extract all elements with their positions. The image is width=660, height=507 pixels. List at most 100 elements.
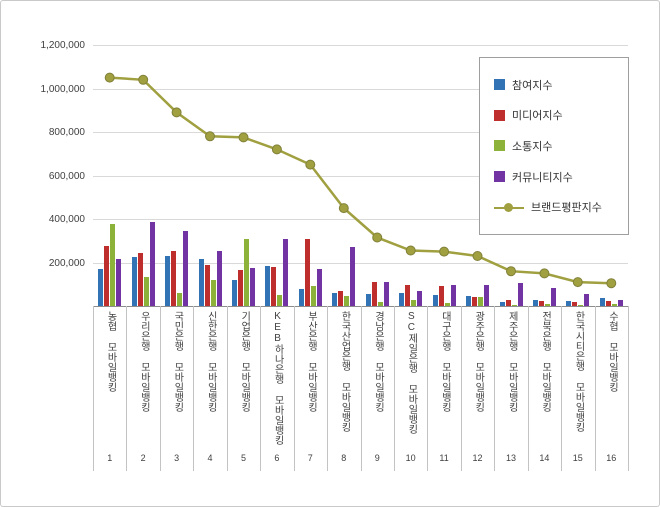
- x-axis-category-label: KEB하나은행 모바일뱅킹: [260, 311, 293, 446]
- legend-item-community: 커뮤니티지수: [494, 169, 624, 185]
- x-axis-category-label-text: 한국산업은행 모바일뱅킹: [339, 311, 351, 432]
- x-axis-category-label: 한국산업은행 모바일뱅킹: [327, 311, 360, 446]
- category-separator: [93, 306, 94, 471]
- bar-소통지수-12: [478, 297, 483, 306]
- x-axis-category-label-text: 제주은행 모바일뱅킹: [506, 311, 518, 412]
- bar-커뮤니티지수-10: [417, 290, 423, 306]
- x-axis-category-label: 우리은행 모바일뱅킹: [126, 311, 159, 446]
- bar-참여지수-15: [566, 300, 572, 306]
- bar-참여지수-14: [532, 299, 538, 306]
- bar-커뮤니티지수-15: [584, 294, 590, 306]
- bar-소통지수-3: [177, 292, 183, 306]
- x-axis-category-label-text: 국민은행 모바일뱅킹: [171, 311, 183, 412]
- bar-참여지수-11: [432, 295, 438, 306]
- bar-미디어지수-7: [304, 238, 310, 306]
- x-axis-category-number: 11: [439, 453, 449, 463]
- x-axis-category-label-text: 전북은행 모바일뱅킹: [539, 311, 551, 412]
- bar-참여지수-3: [165, 256, 171, 306]
- bar-참여지수-9: [365, 294, 371, 306]
- x-axis-category-label-text: 수협 모바일뱅킹: [606, 311, 618, 392]
- bar-소통지수-1: [110, 224, 116, 306]
- x-axis-category-label-text: 부산은행 모바일뱅킹: [305, 311, 317, 412]
- x-axis-category-number: 10: [405, 453, 416, 463]
- bar-참여지수-10: [399, 292, 405, 306]
- x-axis-category-number: 7: [307, 453, 313, 463]
- y-axis-tick-label: 400,000: [48, 214, 85, 225]
- y-axis-tick-label: 1,000,000: [40, 83, 86, 95]
- x-axis-category-label: 수협 모바일뱅킹: [595, 311, 628, 446]
- legend-label-communication: 소통지수: [512, 140, 553, 153]
- x-axis-category-label: 대구은행 모바일뱅킹: [427, 311, 460, 446]
- x-axis-category-number: 8: [341, 453, 347, 463]
- brand-index-marker-13: [506, 266, 516, 277]
- legend-label-community: 커뮤니티지수: [512, 171, 573, 184]
- x-axis-category-label: 농협 모바일뱅킹: [93, 311, 126, 446]
- brand-index-line-marker-icon: [494, 202, 524, 213]
- x-axis-category-number: 16: [606, 453, 617, 463]
- bar-미디어지수-14: [538, 300, 544, 306]
- x-axis-category-label-text: 한국시티은행 모바일뱅킹: [573, 311, 585, 432]
- y-axis-tick-label: 1,200,000: [40, 40, 86, 51]
- bar-커뮤니티지수-3: [183, 231, 189, 306]
- bar-참여지수-8: [332, 292, 338, 306]
- bar-미디어지수-10: [405, 285, 411, 306]
- bar-소통지수-10: [411, 299, 417, 306]
- bar-참여지수-16: [599, 298, 605, 306]
- bar-커뮤니티지수-11: [450, 285, 456, 306]
- x-axis-category-label-text: 신한은행 모바일뱅킹: [205, 311, 217, 412]
- x-axis-category-label-text: 대구은행 모바일뱅킹: [439, 311, 451, 412]
- bar-커뮤니티지수-14: [550, 287, 556, 306]
- category-separator: [594, 306, 596, 471]
- category-separator: [427, 306, 429, 471]
- category-separator: [460, 306, 462, 471]
- category-separator: [628, 306, 629, 471]
- category-separator: [527, 306, 529, 471]
- bar-커뮤니티지수-12: [484, 285, 489, 306]
- x-axis-category-number: 4: [207, 453, 213, 463]
- x-axis-category-label: 부산은행 모바일뱅킹: [294, 311, 327, 446]
- bar-소통지수-7: [310, 286, 316, 306]
- x-axis-category-label-text: 경남은행 모바일뱅킹: [372, 311, 384, 412]
- community-swatch-icon: [494, 171, 505, 183]
- bar-미디어지수-8: [338, 290, 344, 306]
- bar-소통지수-14: [544, 303, 550, 306]
- brand-index-marker-8: [338, 203, 349, 214]
- x-axis-category-label-text: 기업은행 모바일뱅킹: [238, 311, 250, 412]
- x-axis-category-number: 5: [240, 453, 246, 463]
- communication-swatch-icon: [494, 140, 505, 152]
- x-axis-category-label-text: KEB하나은행 모바일뱅킹: [272, 311, 284, 445]
- bar-미디어지수-12: [472, 297, 477, 306]
- brand-index-marker-4: [205, 131, 215, 142]
- category-separator: [126, 306, 128, 471]
- brand-index-marker-14: [539, 268, 550, 279]
- bar-커뮤니티지수-6: [283, 238, 289, 306]
- y-axis-tick-label: 200,000: [48, 257, 85, 269]
- x-axis-category-label: 신한은행 모바일뱅킹: [193, 311, 226, 446]
- category-separator: [260, 306, 262, 471]
- bar-커뮤니티지수-16: [617, 299, 623, 306]
- y-axis-tick-label: 600,000: [48, 170, 85, 182]
- x-axis-category-label: SC제일은행 모바일뱅킹: [394, 311, 427, 446]
- bar-참여지수-12: [466, 296, 471, 306]
- x-axis-category-number: 1: [107, 453, 113, 463]
- bar-참여지수-5: [232, 279, 237, 306]
- x-axis-category-number: 15: [572, 453, 583, 463]
- bar-참여지수-13: [499, 301, 505, 306]
- category-separator: [159, 306, 161, 471]
- x-axis-category-number: 13: [505, 453, 516, 463]
- legend-item-media: 미디어지수: [494, 107, 624, 123]
- bar-커뮤니티지수-5: [250, 267, 255, 306]
- bar-커뮤니티지수-7: [316, 269, 322, 306]
- brand-index-marker-16: [606, 278, 617, 289]
- bar-참여지수-4: [198, 259, 204, 306]
- category-separator: [360, 306, 362, 471]
- y-axis-tick-label: 800,000: [48, 127, 85, 138]
- participation-swatch-icon: [494, 79, 505, 91]
- x-axis-category-number: 6: [274, 453, 280, 463]
- bar-소통지수-9: [377, 301, 383, 306]
- bar-미디어지수-13: [505, 299, 511, 306]
- bar-미디어지수-2: [137, 252, 143, 306]
- bar-미디어지수-4: [204, 264, 210, 306]
- legend-label-participation: 참여지수: [512, 79, 553, 92]
- category-separator: [193, 306, 195, 471]
